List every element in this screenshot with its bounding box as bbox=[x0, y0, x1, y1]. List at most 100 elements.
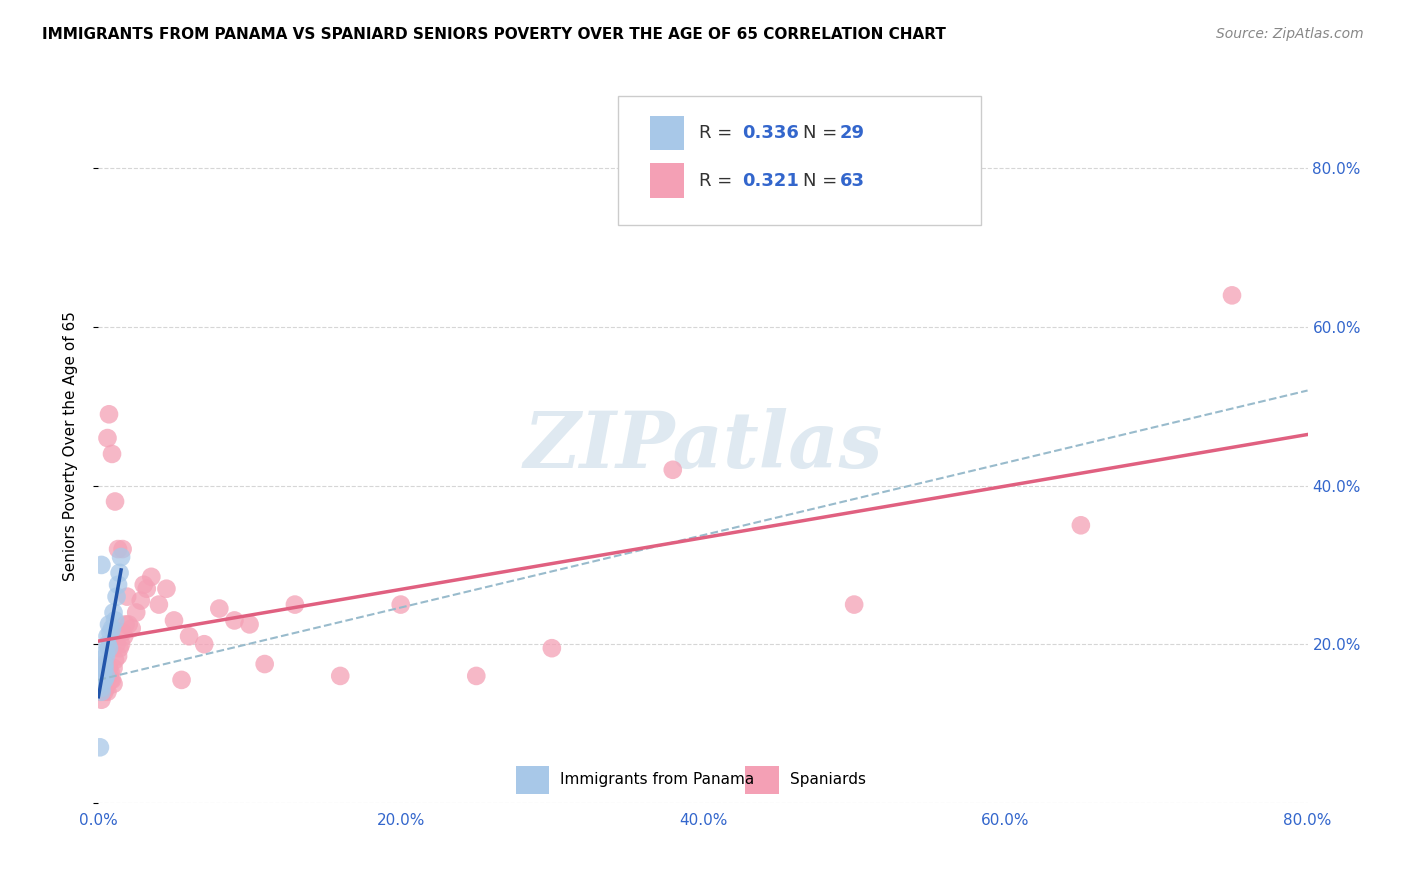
Point bbox=[224, 614, 246, 628]
Point bbox=[89, 740, 111, 755]
Point bbox=[111, 625, 134, 640]
Point bbox=[90, 673, 112, 687]
Point bbox=[94, 645, 117, 659]
Point bbox=[93, 685, 115, 699]
FancyBboxPatch shape bbox=[516, 765, 550, 794]
Point bbox=[90, 692, 112, 706]
Point bbox=[98, 641, 121, 656]
Point bbox=[91, 681, 114, 695]
Point bbox=[129, 593, 152, 607]
Point bbox=[329, 669, 352, 683]
Point bbox=[91, 665, 114, 679]
Point bbox=[104, 653, 127, 667]
Point bbox=[94, 657, 117, 671]
Point bbox=[101, 621, 124, 635]
Point bbox=[98, 661, 121, 675]
Point bbox=[115, 590, 138, 604]
Point bbox=[94, 673, 117, 687]
Text: Source: ZipAtlas.com: Source: ZipAtlas.com bbox=[1216, 27, 1364, 41]
Point bbox=[91, 669, 114, 683]
Text: 29: 29 bbox=[839, 124, 865, 142]
Point bbox=[105, 590, 128, 604]
Point bbox=[98, 617, 121, 632]
Point bbox=[1070, 518, 1092, 533]
Point bbox=[141, 570, 163, 584]
Point bbox=[253, 657, 276, 671]
Point bbox=[101, 447, 124, 461]
Point bbox=[96, 629, 118, 643]
Point bbox=[90, 677, 112, 691]
Point bbox=[100, 673, 122, 687]
Text: R =: R = bbox=[699, 124, 738, 142]
Point bbox=[89, 673, 111, 687]
Point bbox=[91, 669, 114, 683]
Point bbox=[100, 665, 122, 679]
Point bbox=[170, 673, 193, 687]
Point bbox=[90, 669, 112, 683]
Point bbox=[108, 566, 131, 580]
Text: N =: N = bbox=[803, 171, 844, 189]
Point bbox=[662, 463, 685, 477]
Point bbox=[103, 661, 125, 675]
Point bbox=[110, 637, 132, 651]
Point bbox=[89, 677, 111, 691]
Point bbox=[96, 665, 118, 679]
Point bbox=[465, 669, 488, 683]
Point bbox=[108, 641, 131, 656]
Point bbox=[104, 614, 127, 628]
Point bbox=[844, 598, 866, 612]
Point bbox=[148, 598, 170, 612]
Point bbox=[103, 677, 125, 691]
Point bbox=[94, 649, 117, 664]
Point bbox=[105, 637, 128, 651]
Point bbox=[135, 582, 157, 596]
Point bbox=[111, 542, 134, 557]
Point bbox=[98, 407, 121, 421]
Point bbox=[193, 637, 215, 651]
Point bbox=[91, 673, 114, 687]
Point bbox=[239, 617, 262, 632]
Point bbox=[103, 606, 125, 620]
Text: 0.336: 0.336 bbox=[742, 124, 799, 142]
Point bbox=[155, 582, 177, 596]
Point bbox=[90, 558, 112, 572]
Point bbox=[93, 661, 115, 675]
Point bbox=[163, 614, 186, 628]
Y-axis label: Seniors Poverty Over the Age of 65: Seniors Poverty Over the Age of 65 bbox=[63, 311, 77, 581]
Point bbox=[104, 494, 127, 508]
Point bbox=[91, 661, 114, 675]
Point bbox=[93, 657, 115, 671]
Text: N =: N = bbox=[803, 124, 844, 142]
Point bbox=[107, 649, 129, 664]
Text: 0.321: 0.321 bbox=[742, 171, 799, 189]
Point bbox=[540, 641, 562, 656]
Point bbox=[90, 685, 112, 699]
Point bbox=[107, 578, 129, 592]
Point bbox=[93, 673, 115, 687]
Text: Immigrants from Panama: Immigrants from Panama bbox=[561, 772, 755, 788]
Point bbox=[389, 598, 412, 612]
Point bbox=[89, 673, 111, 687]
Point bbox=[96, 431, 118, 445]
Text: Spaniards: Spaniards bbox=[790, 772, 866, 788]
Point bbox=[89, 685, 111, 699]
Text: R =: R = bbox=[699, 171, 744, 189]
Point bbox=[125, 606, 148, 620]
Point bbox=[98, 669, 121, 683]
Point bbox=[94, 681, 117, 695]
Point bbox=[96, 685, 118, 699]
Point bbox=[284, 598, 307, 612]
Point bbox=[132, 578, 155, 592]
FancyBboxPatch shape bbox=[650, 163, 683, 198]
FancyBboxPatch shape bbox=[619, 96, 981, 225]
Point bbox=[121, 621, 143, 635]
Point bbox=[93, 673, 115, 687]
Point bbox=[90, 681, 112, 695]
Point bbox=[110, 549, 132, 564]
Point bbox=[208, 601, 231, 615]
Text: 63: 63 bbox=[839, 171, 865, 189]
Text: ZIPatlas: ZIPatlas bbox=[523, 408, 883, 484]
Point bbox=[94, 669, 117, 683]
Point bbox=[100, 625, 122, 640]
Point bbox=[101, 673, 124, 687]
